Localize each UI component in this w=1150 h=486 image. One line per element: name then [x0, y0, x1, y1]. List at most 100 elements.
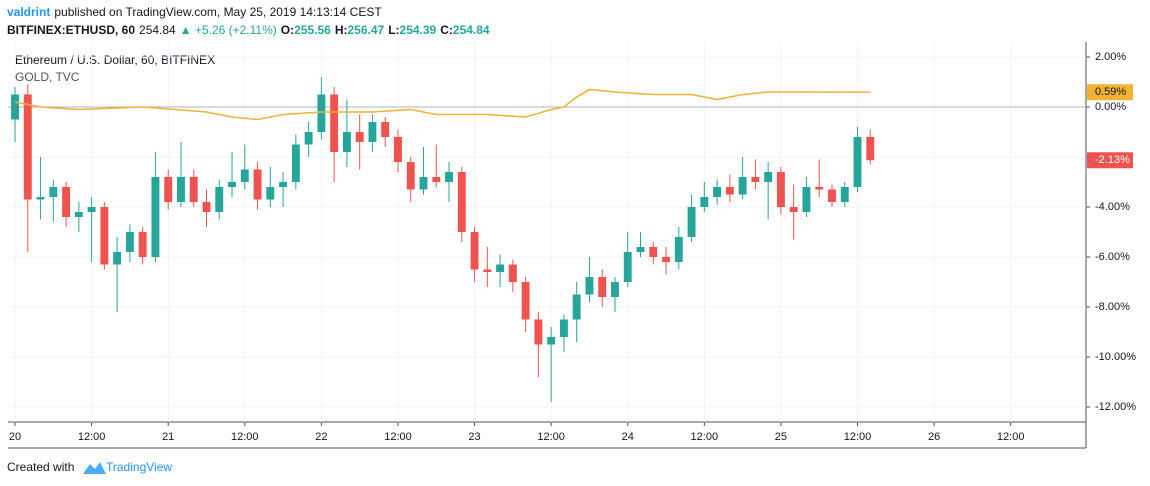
- x-tick-label: 24: [622, 431, 634, 443]
- line-series: [14, 88, 871, 121]
- ohlc-value: 254.84: [452, 23, 490, 37]
- candle-body: [253, 169, 262, 200]
- candle-body: [764, 172, 773, 182]
- candle-body: [330, 94, 339, 152]
- ohlc-label: O:: [280, 23, 295, 37]
- ohlc-value: 255.56: [294, 23, 331, 37]
- candle-body: [572, 294, 581, 320]
- ohlc-label: L:: [388, 23, 400, 37]
- x-tick-label: 12:00: [231, 431, 259, 443]
- price-tag-label: -2.13%: [1095, 154, 1130, 166]
- candle-body: [419, 177, 428, 190]
- candle-body: [215, 187, 224, 212]
- quote-line: BITFINEX:ETHUSD, 60 254.84 ▲ +5.26 (+2.11%…: [7, 23, 498, 37]
- candle-body: [368, 122, 377, 142]
- candle-body: [355, 132, 364, 142]
- candle-body: [508, 264, 517, 282]
- candle-body: [74, 212, 83, 217]
- candle-body: [496, 264, 505, 272]
- candle-body: [189, 177, 198, 202]
- legend-gold: GOLD, TVC: [15, 70, 80, 84]
- plot: [8, 42, 1086, 422]
- candle-body: [445, 172, 453, 182]
- candle-body: [585, 277, 594, 295]
- ohlc-label: C:: [440, 23, 453, 37]
- candle-body: [457, 172, 466, 232]
- candle-body: [674, 237, 683, 262]
- candle-body: [266, 187, 275, 200]
- y-tick-label: -6.00%: [1095, 251, 1130, 263]
- candle-body: [125, 232, 134, 252]
- x-tick-label: 12:00: [691, 431, 719, 443]
- x-tick-label: 12:00: [78, 431, 106, 443]
- x-tick-label: 23: [468, 431, 480, 443]
- x-tick-label: 22: [315, 431, 327, 443]
- y-tick-label: 0.00%: [1095, 101, 1126, 113]
- candle-body: [483, 269, 492, 272]
- candle-body: [866, 137, 875, 161]
- candle-body: [317, 94, 326, 132]
- candle-body: [406, 162, 415, 190]
- x-tick-label: 25: [775, 431, 787, 443]
- candle-body: [87, 207, 96, 212]
- ohlc-value: 254.39: [399, 23, 437, 37]
- y-tick-label: -10.00%: [1095, 351, 1136, 363]
- author: valdrint: [7, 5, 51, 19]
- last-price: 254.84: [139, 23, 176, 37]
- candle-body: [381, 122, 390, 137]
- candle-body: [202, 202, 211, 212]
- candle-body: [36, 197, 45, 200]
- x-tick-label: 26: [928, 431, 940, 443]
- x-tick-label: 12:00: [997, 431, 1025, 443]
- candle-body: [432, 177, 441, 182]
- candle-body: [649, 247, 658, 257]
- candle-body: [713, 187, 722, 197]
- candle-body: [700, 197, 709, 207]
- candle-body: [177, 177, 185, 202]
- x-tick-label: 12:00: [384, 431, 412, 443]
- candle-body: [636, 247, 645, 252]
- x-tick-label: 20: [9, 431, 21, 443]
- candle-body: [138, 232, 147, 257]
- candle-body: [228, 182, 236, 187]
- axis-panel: [1086, 42, 1150, 448]
- ohlc: O:255.56 H:256.47 L:254.39 C:254.84: [281, 23, 494, 37]
- symbol: BITFINEX:ETHUSD, 60: [7, 23, 136, 37]
- candle-body: [62, 187, 71, 217]
- candle-body: [342, 132, 351, 152]
- candle-body: [304, 132, 313, 145]
- y-tick-label: -12.00%: [1095, 401, 1136, 413]
- candle-body: [11, 94, 19, 120]
- candle-body: [49, 187, 58, 197]
- candle-body: [100, 207, 109, 265]
- candle-body: [279, 182, 288, 187]
- candle-body: [776, 172, 785, 207]
- candle-body: [662, 257, 670, 262]
- candle-body: [547, 337, 556, 345]
- price-tag: [1087, 84, 1133, 101]
- candle-body: [815, 187, 824, 190]
- y-tick-label: 2.00%: [1095, 51, 1126, 63]
- candle-body: [534, 319, 543, 345]
- candle-body: [802, 187, 811, 212]
- header-line: valdrint published on TradingView.com, Ma…: [7, 5, 386, 19]
- candle-body: [559, 319, 568, 337]
- logo: [83, 462, 106, 474]
- y-tick-label: -8.00%: [1095, 301, 1130, 313]
- candle-body: [240, 169, 249, 182]
- candle-body: [164, 177, 173, 202]
- ohlc-label: H:: [334, 23, 348, 37]
- legend-main: Ethereum / U.S. Dollar, 60, BITFINEX: [15, 53, 215, 67]
- candle-body: [687, 207, 696, 237]
- price-tag: [1087, 152, 1133, 169]
- candle-body: [751, 177, 760, 182]
- x-tick-label: 12:00: [844, 431, 872, 443]
- candle-body: [521, 282, 530, 320]
- candle-body: [840, 187, 849, 202]
- candle-body: [394, 137, 402, 162]
- candle-body: [611, 282, 619, 297]
- footer-text: Created with: [7, 460, 74, 474]
- candle-body: [623, 252, 632, 282]
